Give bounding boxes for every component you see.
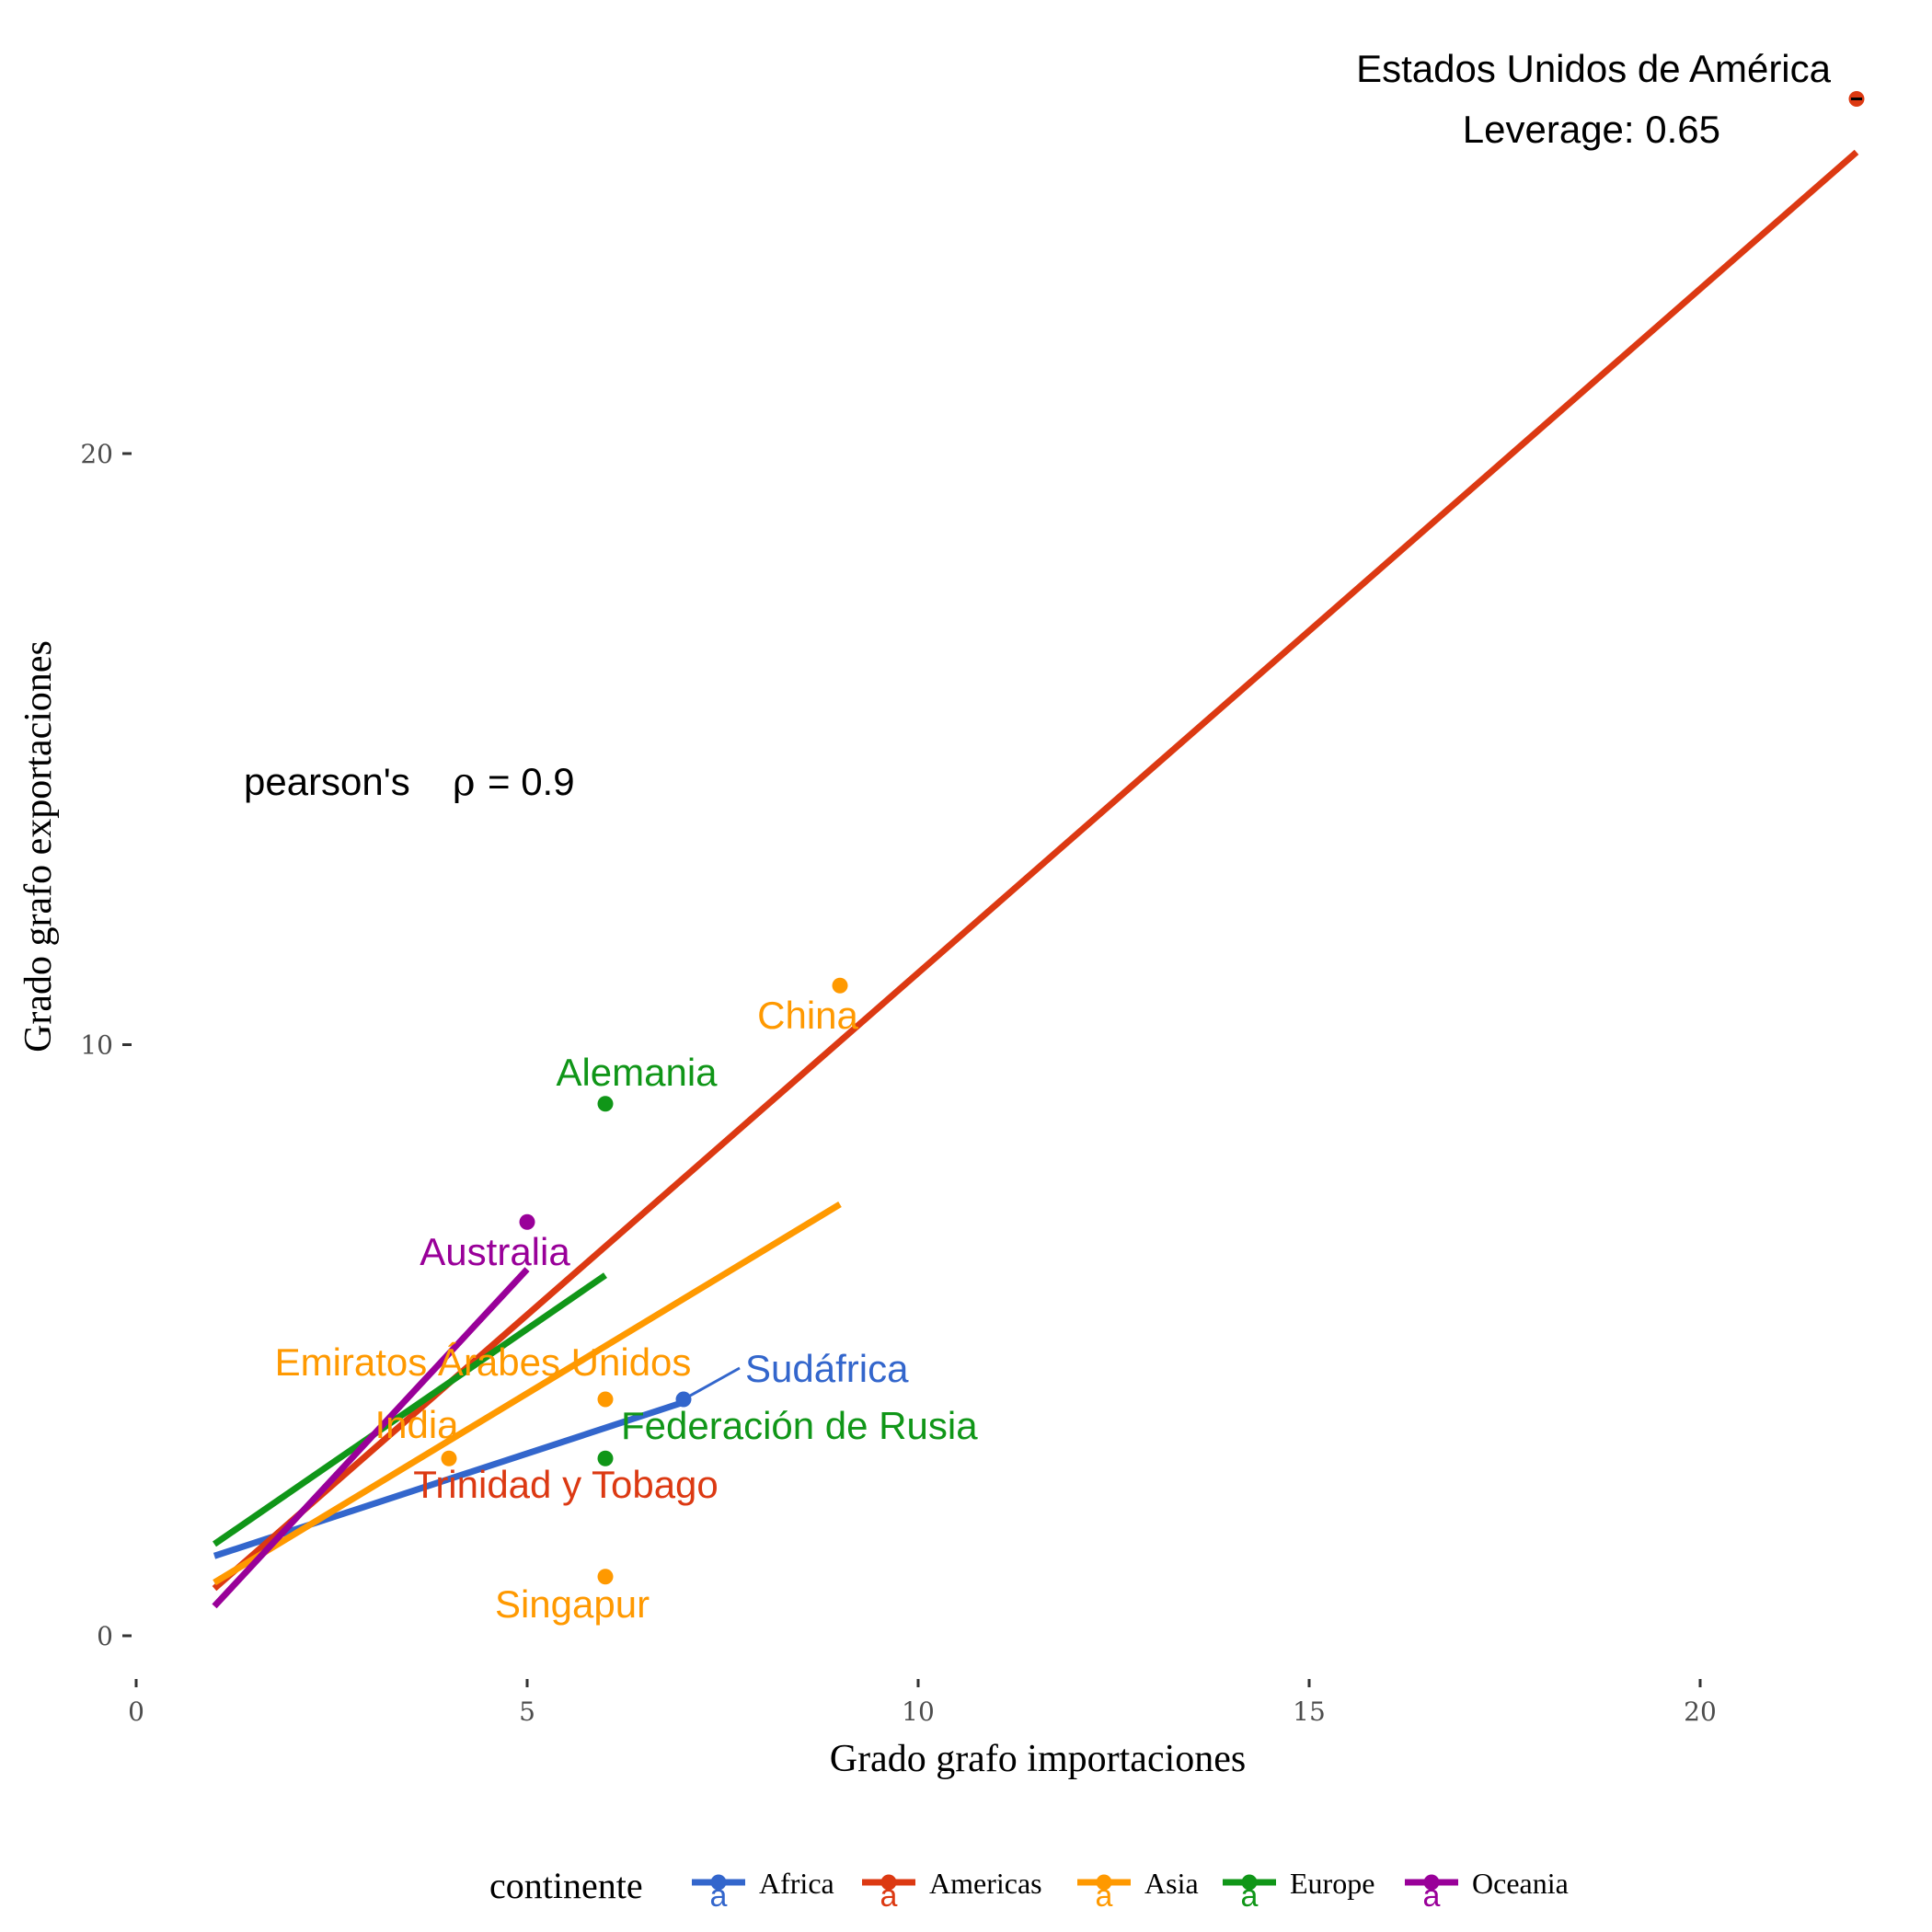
point-label: Trinidad y Tobago xyxy=(413,1463,719,1506)
point-label: Sudáfrica xyxy=(745,1347,909,1390)
legend-key-glyph: a xyxy=(880,1879,898,1914)
legend: continente a Africa a Americas a Asia a Europe a… xyxy=(489,1865,1569,1914)
point-label: Alemania xyxy=(556,1051,718,1094)
legend-key-glyph: a xyxy=(710,1879,728,1914)
regression-line-oceania xyxy=(212,1267,530,1609)
regression-line-europe xyxy=(213,1272,607,1547)
y-tick-label: 0 xyxy=(97,1621,113,1651)
regression-line-africa xyxy=(213,1398,685,1559)
legend-key-glyph: a xyxy=(1241,1879,1259,1914)
legend-label: Asia xyxy=(1144,1867,1199,1900)
regression-line-americas xyxy=(212,149,1859,1592)
x-axis-title: Grado grafo importaciones xyxy=(830,1738,1247,1780)
correlation-prefix: pearson's xyxy=(244,760,410,803)
data-point xyxy=(597,1569,614,1585)
data-point xyxy=(597,1096,614,1112)
legend-key-point xyxy=(880,1874,897,1891)
x-tick-label: 0 xyxy=(128,1696,144,1727)
legend-key-point xyxy=(1096,1874,1112,1891)
point-label: China xyxy=(757,994,858,1037)
legend-items: a Africa a Americas a Asia a Europe a Oceania xyxy=(692,1867,1569,1914)
data-point xyxy=(832,977,848,994)
x-tick-label: 5 xyxy=(519,1696,535,1727)
leverage-label: Leverage: 0.65 xyxy=(1463,108,1720,151)
highlight-country-label: Estados Unidos de América xyxy=(1356,47,1832,90)
legend-item-europe: a Europe xyxy=(1223,1867,1374,1914)
x-tick-label: 15 xyxy=(1293,1696,1326,1727)
regression-line-asia xyxy=(213,1201,842,1586)
correlation-value: = 0.9 xyxy=(488,760,575,803)
point-label: India xyxy=(374,1403,459,1446)
data-point xyxy=(441,1450,457,1466)
legend-key-point xyxy=(1423,1874,1440,1891)
x-tick-label: 20 xyxy=(1684,1696,1717,1727)
legend-key-point xyxy=(1241,1874,1258,1891)
legend-item-asia: a Asia xyxy=(1077,1867,1199,1914)
data-point xyxy=(597,1450,614,1466)
correlation-symbol: ρ xyxy=(453,759,476,804)
point-label: Emiratos Árabes Unidos xyxy=(275,1340,692,1384)
legend-label: Africa xyxy=(759,1867,834,1900)
point-label: Singapur xyxy=(495,1582,650,1626)
legend-key-glyph: a xyxy=(1096,1879,1113,1914)
label-connector xyxy=(683,1366,741,1401)
correlation-annotation: pearson's ρ = 0.9 xyxy=(244,759,575,804)
point-label: Federación de Rusia xyxy=(621,1404,978,1447)
point-label: Australia xyxy=(420,1230,570,1273)
legend-item-oceania: a Oceania xyxy=(1405,1867,1569,1914)
x-tick-label: 10 xyxy=(902,1696,935,1727)
data-point xyxy=(519,1213,535,1230)
legend-title: continente xyxy=(489,1865,643,1906)
data-point xyxy=(597,1391,614,1408)
legend-item-africa: a Africa xyxy=(692,1867,834,1914)
plot-area: 0 5 10 15 20 0 10 20 China Alemania Australia Emira… xyxy=(80,91,1865,1727)
y-tick-label: 20 xyxy=(80,439,113,469)
legend-label: Oceania xyxy=(1472,1867,1569,1900)
legend-item-americas: a Americas xyxy=(862,1867,1042,1914)
legend-key-point xyxy=(710,1874,727,1891)
y-axis-title: Grado grafo exportaciones xyxy=(17,640,60,1052)
legend-key-glyph: a xyxy=(1423,1879,1441,1914)
legend-label: Europe xyxy=(1290,1867,1374,1900)
legend-label: Americas xyxy=(929,1867,1042,1900)
y-tick-label: 10 xyxy=(80,1030,113,1061)
